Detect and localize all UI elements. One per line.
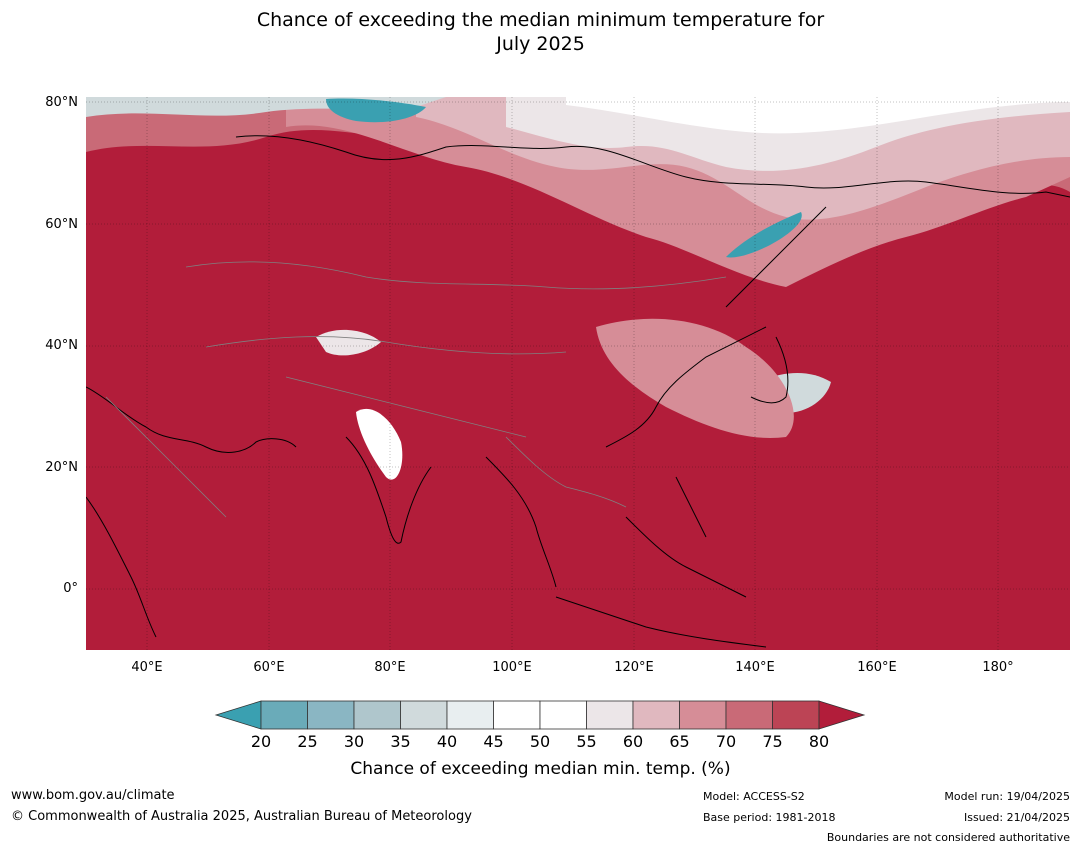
anomaly-region-okhotsk-teal <box>726 212 802 258</box>
colorbar-segment <box>725 700 773 730</box>
colorbar-tick-label: 50 <box>529 732 551 751</box>
colorbar-segment <box>679 700 727 730</box>
anomaly-region-tibet-white <box>356 408 403 480</box>
colorbar-extension-high <box>818 700 866 730</box>
colorbar-tick-label: 65 <box>669 732 690 751</box>
footer-model-run: Model run: 19/04/2025 <box>944 790 1070 803</box>
chart-title: Chance of exceeding the median minimum t… <box>0 8 1081 56</box>
footer-model: Model: ACCESS-S2 <box>703 790 805 803</box>
colorbar-extension-low <box>214 700 262 730</box>
country-borders <box>105 261 727 518</box>
colorbar-tick-label: 20 <box>250 732 272 751</box>
colorbar-tick-label: 70 <box>715 732 737 751</box>
colorbar-tick-label: 80 <box>808 732 830 751</box>
title-line-1: Chance of exceeding the median minimum t… <box>256 9 825 31</box>
anomaly-region-kara-teal <box>326 98 426 123</box>
lon-label-180: 180° <box>982 660 1014 675</box>
footer-copyright: © Commonwealth of Australia 2025, Austra… <box>11 809 472 824</box>
lon-label-120e: 120°E <box>614 660 654 675</box>
colorbar-segment <box>539 700 587 730</box>
lon-label-40e: 40°E <box>131 660 163 675</box>
colorbar-segment <box>400 700 448 730</box>
anomaly-region-tarim-white <box>316 329 381 356</box>
colorbar-label: Chance of exceeding median min. temp. (%… <box>350 759 731 779</box>
colorbar-tick-label: 45 <box>483 732 504 751</box>
probability-map <box>86 97 1070 650</box>
lon-label-80e: 80°E <box>374 660 406 675</box>
colorbar-segment <box>307 700 355 730</box>
footer-website[interactable]: www.bom.gov.au/climate <box>11 788 175 803</box>
colorbar-segment <box>353 700 401 730</box>
colorbar-segment <box>446 700 494 730</box>
colorbar-tick-label: 35 <box>390 732 411 751</box>
anomaly-region-china-light <box>596 318 794 438</box>
colorbar-tick-label: 75 <box>762 732 783 751</box>
footer-issued: Issued: 21/04/2025 <box>963 811 1070 824</box>
colorbar <box>214 700 866 730</box>
colorbar-segment <box>493 700 541 730</box>
lat-label-80n: 80°N <box>45 95 78 110</box>
colorbar-tick-label: 25 <box>297 732 318 751</box>
lon-label-100e: 100°E <box>492 660 532 675</box>
footer-disclaimer: Boundaries are not considered authoritat… <box>826 831 1070 844</box>
colorbar-tick-label: 40 <box>436 732 458 751</box>
title-line-2: July 2025 <box>496 33 585 55</box>
lon-label-60e: 60°E <box>253 660 285 675</box>
lon-label-160e: 160°E <box>857 660 897 675</box>
colorbar-tick-label: 60 <box>622 732 644 751</box>
lon-label-140e: 140°E <box>735 660 775 675</box>
coastlines <box>86 135 1070 648</box>
footer-base-period: Base period: 1981-2018 <box>703 811 836 824</box>
colorbar-segments <box>214 700 866 730</box>
colorbar-segment <box>586 700 634 730</box>
colorbar-segment <box>632 700 680 730</box>
anomaly-region-arctic-white <box>566 97 1070 134</box>
map-svg <box>86 97 1070 650</box>
colorbar-segment <box>772 700 820 730</box>
lat-label-0: 0° <box>63 581 78 596</box>
colorbar-segment <box>260 700 308 730</box>
lat-label-40n: 40°N <box>45 338 78 353</box>
graticule <box>86 97 1070 650</box>
colorbar-tick-label: 30 <box>343 732 365 751</box>
lat-label-20n: 20°N <box>45 460 78 475</box>
lat-label-60n: 60°N <box>45 217 78 232</box>
colorbar-tick-label: 55 <box>576 732 597 751</box>
